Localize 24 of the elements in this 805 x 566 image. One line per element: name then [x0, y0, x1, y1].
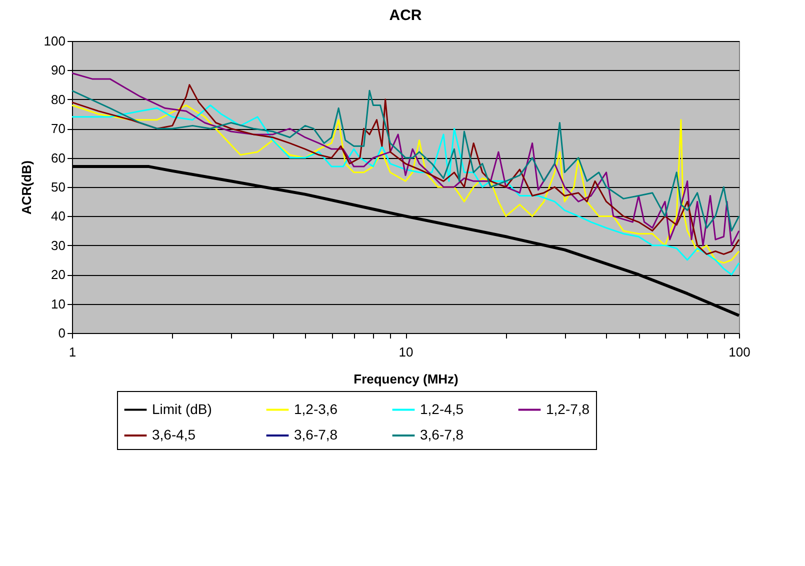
y-tick-label: 60	[51, 150, 66, 166]
y-tick-label: 20	[51, 267, 66, 282]
y-tick-label: 100	[44, 34, 66, 48]
chart-title: ACR	[389, 7, 422, 24]
y-tick-label: 30	[51, 238, 66, 253]
x-tick-label: 10	[398, 344, 414, 360]
x-axis-title: Frequency (MHz)	[354, 372, 458, 386]
y-tick-label: 10	[51, 296, 66, 312]
legend-label: 3,6-7,8	[294, 426, 338, 442]
y-tick-label: 90	[51, 62, 66, 78]
x-tick-label: 100	[728, 344, 750, 360]
legend-label: Limit (dB)	[152, 400, 212, 417]
y-tick-label: 50	[51, 180, 66, 194]
legend-label: 1,2-7,8	[546, 400, 590, 417]
legend-label: 1,2-3,6	[294, 400, 338, 417]
y-tick-label: 70	[51, 121, 66, 136]
legend-label: 3,6-4,5	[152, 426, 196, 442]
y-tick-label: 0	[58, 326, 66, 340]
legend-label: 3,6-7,8	[420, 426, 464, 442]
y-axis-title: ACR(dB)	[18, 160, 34, 215]
y-tick-label: 80	[51, 92, 66, 107]
legend-label: 1,2-4,5	[420, 400, 464, 417]
x-tick-label: 1	[68, 344, 76, 360]
y-tick-label: 40	[51, 208, 66, 224]
